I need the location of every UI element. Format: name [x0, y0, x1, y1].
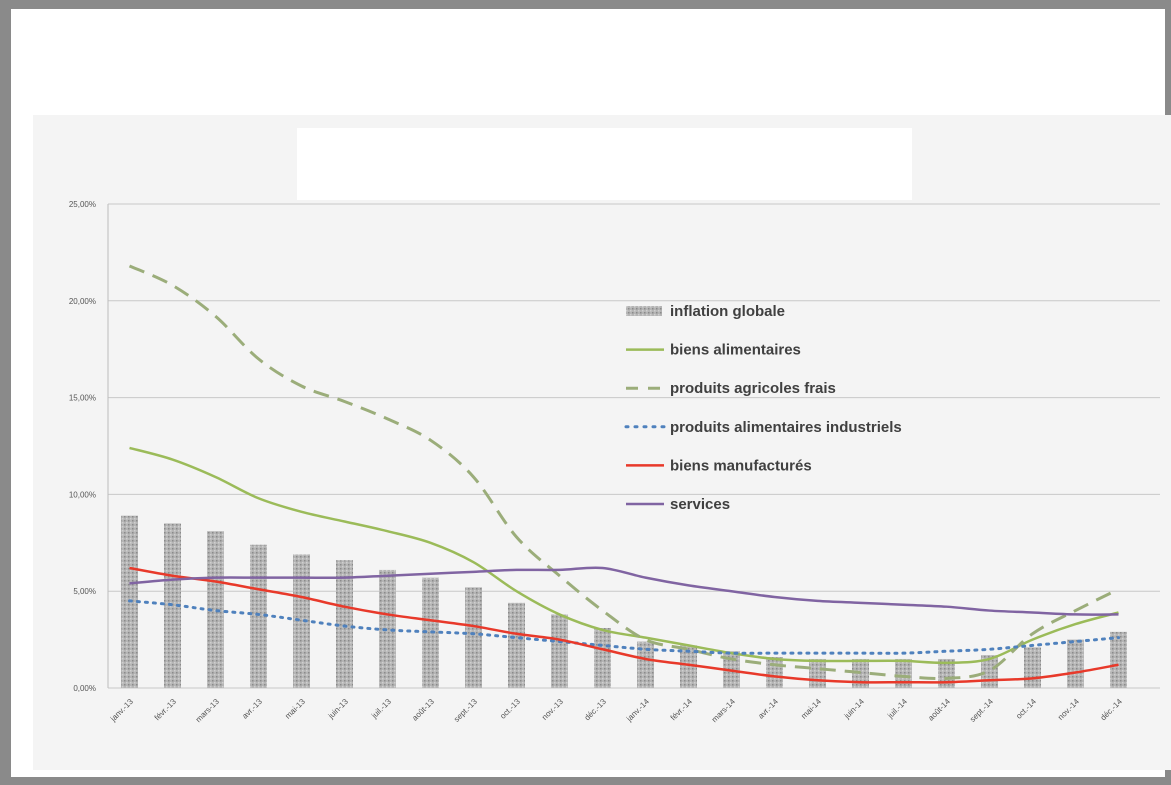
- x-tick-label: nov.-13: [540, 697, 565, 722]
- x-tick-label: déc.-13: [583, 697, 609, 723]
- bar-inflation-globale: [293, 554, 310, 688]
- x-tick-label: juil.-14: [885, 697, 909, 721]
- x-tick-label: août-14: [926, 697, 952, 723]
- legend-label: biens manufacturés: [670, 457, 812, 474]
- series-line-biens-manufacturés: [129, 566, 1119, 684]
- legend-label: services: [670, 496, 730, 513]
- x-tick-label: oct.-13: [498, 697, 522, 721]
- bar-inflation-globale: [508, 602, 525, 688]
- x-tick-label: mai-13: [283, 697, 307, 721]
- bar-inflation-globale: [1067, 639, 1084, 688]
- legend: inflation globale biens alimentaires produ…: [624, 303, 902, 513]
- bar-inflation-globale: [809, 658, 826, 688]
- bar-inflation-globale: [938, 658, 955, 688]
- y-tick-label: 5,00%: [73, 587, 96, 596]
- y-tick-label: 25,00%: [69, 200, 96, 209]
- bar-inflation-globale: [379, 569, 396, 688]
- series-line-biens-alimentaires: [129, 446, 1119, 665]
- bar-inflation-globale: [594, 627, 611, 688]
- x-tick-label: juil.-13: [369, 697, 393, 721]
- x-tick-label: juin-13: [326, 697, 350, 721]
- y-tick-label: 15,00%: [69, 394, 96, 403]
- x-tick-label: janv.-14: [624, 697, 651, 724]
- x-tick-label: sept.-13: [452, 697, 479, 724]
- chart-title-area: [297, 128, 912, 200]
- x-tick-label: juin-14: [842, 697, 866, 721]
- x-tick-label: sept.-14: [968, 697, 995, 724]
- x-tick-label: janv.-13: [108, 697, 135, 724]
- x-tick-label: nov.-14: [1056, 697, 1081, 722]
- legend-label: inflation globale: [670, 303, 785, 320]
- bar-inflation-globale: [164, 523, 181, 688]
- x-tick-label: déc.-14: [1099, 697, 1125, 723]
- legend-swatch: [626, 306, 662, 316]
- series-line-produits-agricoles-frais: [128, 264, 1120, 681]
- bar-inflation-globale: [637, 641, 654, 688]
- series-line-services: [129, 566, 1119, 616]
- bar-inflation-globale: [680, 645, 697, 688]
- y-tick-label: 10,00%: [69, 490, 96, 499]
- bar-inflation-globale: [766, 657, 783, 688]
- x-tick-label: oct.-14: [1014, 697, 1038, 721]
- bar-inflation-globale: [465, 587, 482, 688]
- series-line-produits-alimentaires-industriels: [128, 599, 1120, 655]
- x-tick-label: mars-14: [710, 697, 737, 724]
- bar-inflation-globale: [422, 577, 439, 688]
- x-tick-label: avr.-14: [756, 697, 780, 721]
- x-tick-label: mars-13: [194, 697, 221, 724]
- legend-label: biens alimentaires: [670, 342, 801, 359]
- y-tick-label: 20,00%: [69, 297, 96, 306]
- bar-inflation-globale: [250, 544, 267, 688]
- x-tick-label: févr.-13: [153, 697, 179, 723]
- x-axis-ticks: janv.-13 févr.-13 mars-13 avr.-13 mai-13 juin…: [108, 697, 1124, 725]
- legend-label: produits agricoles frais: [670, 380, 836, 397]
- x-tick-label: févr.-14: [669, 697, 695, 723]
- line-series: [128, 264, 1120, 684]
- bar-inflation-globale: [895, 658, 912, 688]
- bar-inflation-globale: [551, 614, 568, 688]
- x-tick-label: mai-14: [799, 697, 823, 721]
- y-tick-label: 0,00%: [73, 684, 96, 693]
- bar-inflation-globale: [1024, 647, 1041, 688]
- bar-inflation-globale: [1110, 631, 1127, 688]
- x-tick-label: août-13: [410, 697, 436, 723]
- bar-inflation-globale: [207, 531, 224, 688]
- bar-inflation-globale: [336, 560, 353, 688]
- x-tick-label: avr.-13: [240, 697, 264, 721]
- y-axis-ticks: 0,00% 5,00% 10,00% 15,00% 20,00% 25,00%: [69, 200, 96, 693]
- legend-label: produits alimentaires industriels: [670, 419, 902, 436]
